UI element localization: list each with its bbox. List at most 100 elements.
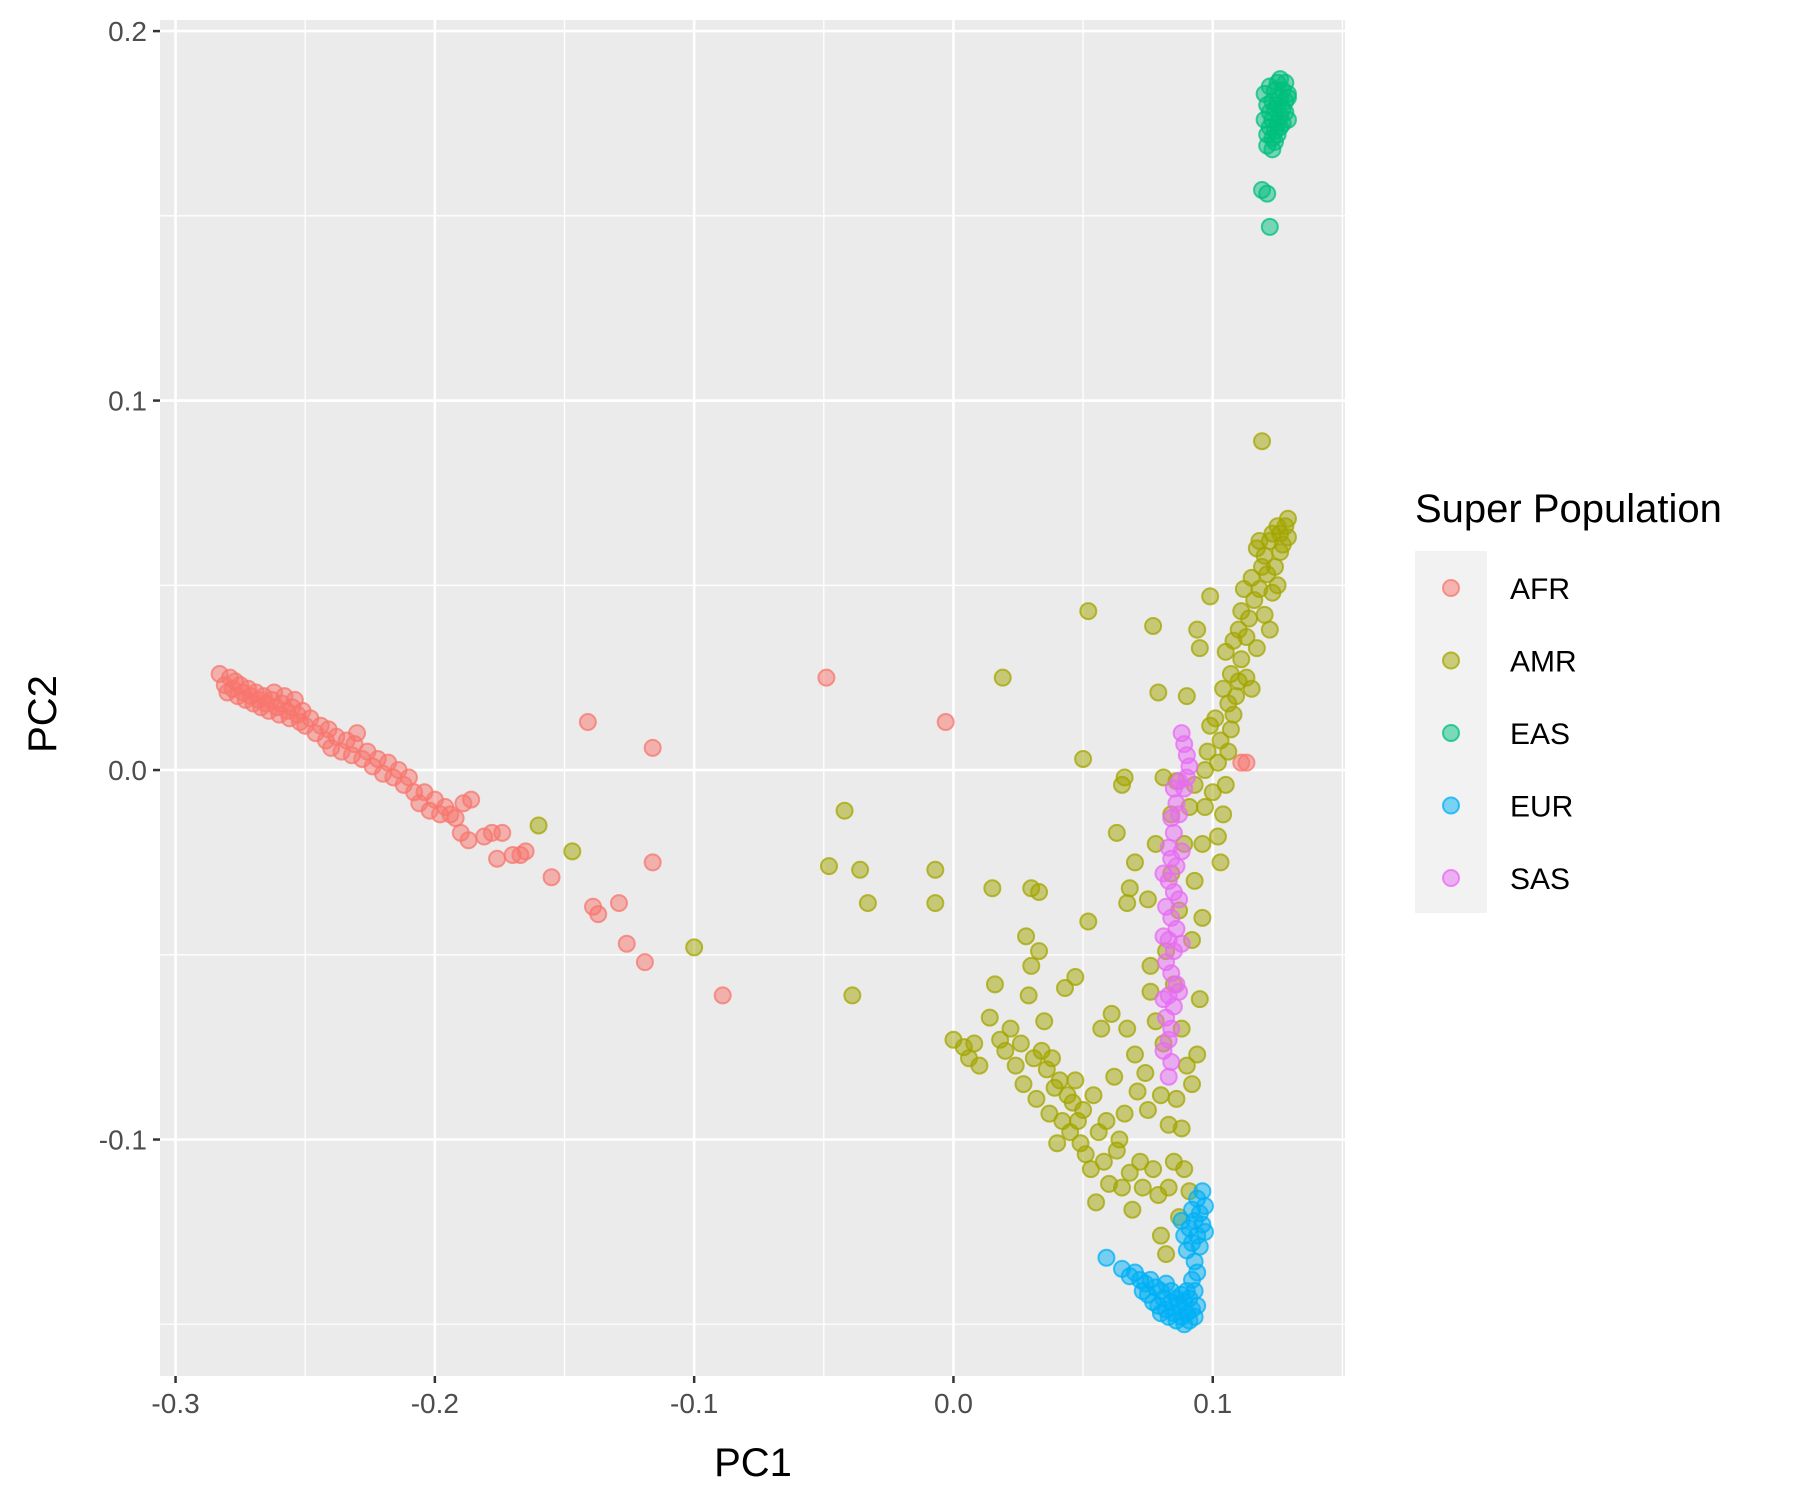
data-point-eur bbox=[1190, 1237, 1209, 1256]
x-tick-label: -0.1 bbox=[670, 1388, 718, 1419]
data-point-amr bbox=[1138, 890, 1157, 909]
x-tick-label: 0.1 bbox=[1193, 1388, 1232, 1419]
data-point-amr bbox=[1237, 628, 1256, 647]
data-point-sas bbox=[1154, 990, 1173, 1009]
data-point-amr bbox=[1092, 1019, 1111, 1038]
data-point-amr bbox=[1113, 1178, 1132, 1197]
data-point-amr bbox=[1240, 609, 1259, 628]
data-point-amr bbox=[1216, 775, 1235, 794]
data-point-amr bbox=[1087, 1193, 1106, 1212]
data-point-amr bbox=[1014, 1075, 1033, 1094]
data-point-afr bbox=[493, 823, 512, 842]
data-point-amr bbox=[1278, 528, 1297, 547]
data-point-amr bbox=[1019, 986, 1038, 1005]
data-point-amr bbox=[1201, 587, 1220, 606]
x-tick-label: 0.0 bbox=[934, 1388, 973, 1419]
data-point-amr bbox=[1260, 620, 1279, 639]
data-point-afr bbox=[488, 849, 507, 868]
legend-label-sas: SAS bbox=[1510, 863, 1570, 896]
data-point-amr bbox=[685, 938, 704, 957]
data-point-amr bbox=[1136, 1064, 1155, 1083]
y-axis: -0.1 0.0 0.1 0.2 bbox=[99, 16, 160, 1156]
data-point-amr bbox=[993, 668, 1012, 687]
data-point-amr bbox=[1175, 1160, 1194, 1179]
data-point-amr bbox=[1048, 1134, 1067, 1153]
legend-key-eur bbox=[1442, 796, 1460, 815]
data-point-amr bbox=[970, 1056, 989, 1075]
data-point-amr bbox=[1001, 1019, 1020, 1038]
data-point-amr bbox=[1193, 834, 1212, 853]
data-point-amr bbox=[1190, 990, 1209, 1009]
data-point-eas bbox=[1260, 217, 1279, 236]
data-point-amr bbox=[1219, 742, 1238, 761]
data-point-amr bbox=[1118, 894, 1137, 913]
data-point-amr bbox=[1242, 679, 1261, 698]
data-point-amr bbox=[1208, 827, 1227, 846]
data-point-amr bbox=[1149, 683, 1168, 702]
data-point-amr bbox=[1172, 1119, 1191, 1138]
data-point-amr bbox=[1255, 605, 1274, 624]
data-point-amr bbox=[1120, 1163, 1139, 1182]
data-point-eas bbox=[1278, 88, 1297, 107]
data-point-amr bbox=[1123, 1200, 1142, 1219]
data-point-eur bbox=[1188, 1296, 1207, 1315]
data-point-amr bbox=[1084, 1086, 1103, 1105]
legend-items: AFR AMR EAS EUR SAS bbox=[1442, 573, 1577, 896]
legend-label-amr: AMR bbox=[1510, 646, 1577, 679]
data-point-afr bbox=[542, 868, 561, 887]
data-point-amr bbox=[980, 1008, 999, 1027]
data-point-eur bbox=[1195, 1197, 1214, 1216]
data-point-afr bbox=[643, 738, 662, 757]
data-point-amr bbox=[563, 842, 582, 861]
data-point-amr bbox=[1221, 720, 1240, 739]
legend-key-amr bbox=[1442, 651, 1460, 670]
data-points bbox=[210, 70, 1297, 1334]
data-point-amr bbox=[819, 857, 838, 876]
data-point-amr bbox=[1224, 705, 1243, 724]
data-point-amr bbox=[1268, 576, 1287, 595]
data-point-amr bbox=[1120, 879, 1139, 898]
major-gridlines bbox=[160, 20, 1345, 1376]
data-point-amr bbox=[983, 879, 1002, 898]
y-tick-label: 0.1 bbox=[108, 386, 147, 417]
data-point-amr bbox=[926, 860, 945, 879]
data-point-eas bbox=[1258, 184, 1277, 203]
legend-label-eas: EAS bbox=[1510, 718, 1570, 751]
data-point-amr bbox=[1206, 709, 1225, 728]
data-point-sas bbox=[1177, 768, 1196, 787]
data-point-afr bbox=[348, 724, 367, 743]
x-tick-label: -0.3 bbox=[151, 1388, 199, 1419]
series-sas bbox=[1154, 724, 1199, 1086]
data-point-amr bbox=[1011, 1034, 1030, 1053]
data-point-sas bbox=[1170, 890, 1189, 909]
legend-key-eas bbox=[1442, 724, 1460, 742]
data-point-amr bbox=[1022, 956, 1041, 975]
data-point-amr bbox=[1144, 1160, 1163, 1179]
data-point-afr bbox=[459, 831, 478, 850]
data-point-amr bbox=[1177, 687, 1196, 706]
data-point-afr bbox=[713, 986, 732, 1005]
data-point-amr bbox=[1030, 882, 1049, 901]
legend-label-eur: EUR bbox=[1510, 791, 1573, 824]
data-point-amr bbox=[1066, 967, 1085, 986]
data-point-amr bbox=[1214, 805, 1233, 824]
data-point-amr bbox=[1151, 1226, 1170, 1245]
data-point-afr bbox=[399, 768, 418, 787]
x-axis-title: PC1 bbox=[714, 1441, 792, 1485]
data-point-afr bbox=[817, 668, 836, 687]
data-point-afr bbox=[516, 842, 535, 861]
data-point-sas bbox=[1172, 934, 1191, 953]
data-point-eur bbox=[1185, 1282, 1204, 1301]
data-point-amr bbox=[1097, 1112, 1116, 1131]
data-point-amr bbox=[1035, 1012, 1054, 1031]
data-point-amr bbox=[1017, 927, 1036, 946]
minor-gridlines bbox=[160, 20, 1345, 1376]
data-point-amr bbox=[965, 1034, 984, 1053]
data-point-amr bbox=[1190, 639, 1209, 658]
data-point-amr bbox=[1232, 650, 1251, 669]
data-point-amr bbox=[1115, 1104, 1134, 1123]
data-point-amr bbox=[1118, 1019, 1137, 1038]
y-tick-label: 0.0 bbox=[108, 755, 147, 786]
legend-key-sas bbox=[1442, 869, 1460, 887]
